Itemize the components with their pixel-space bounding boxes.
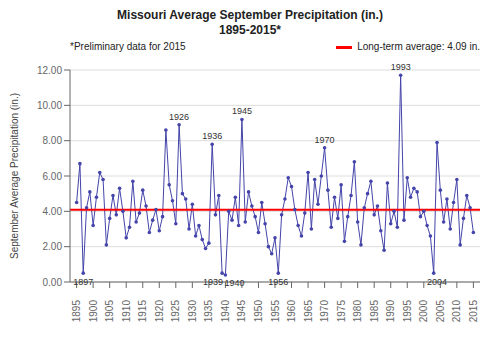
html-text:*Preliminary data for 2015: *Preliminary data for 2015 [70, 41, 186, 52]
svg-text:2010: 2010 [451, 300, 462, 323]
svg-text:1940: 1940 [224, 278, 244, 288]
svg-text:September Average Precipitatio: September Average Precipitation (in.) [9, 93, 20, 259]
svg-text:2000: 2000 [418, 300, 429, 323]
html-text:Missouri Average September Pre: Missouri Average September Precipitation… [117, 8, 383, 22]
svg-text:1905: 1905 [104, 300, 115, 323]
html-text:1895-2015*: 1895-2015* [219, 23, 281, 37]
svg-text:1897: 1897 [73, 277, 93, 287]
svg-text:1930: 1930 [187, 300, 198, 323]
svg-text:1915: 1915 [137, 300, 148, 323]
svg-text:1926: 1926 [169, 112, 189, 122]
svg-text:1900: 1900 [88, 300, 99, 323]
svg-text:1975: 1975 [336, 300, 347, 323]
svg-text:1910: 1910 [121, 300, 132, 323]
svg-text:8.00: 8.00 [43, 135, 63, 146]
svg-text:1993: 1993 [391, 62, 411, 72]
svg-text:0.00: 0.00 [43, 277, 63, 288]
svg-text:1970: 1970 [319, 300, 330, 323]
svg-text:1985: 1985 [369, 300, 380, 323]
svg-text:12.00: 12.00 [37, 65, 62, 76]
svg-text:2015: 2015 [468, 300, 479, 323]
svg-text:1965: 1965 [303, 300, 314, 323]
svg-text:6.00: 6.00 [43, 171, 63, 182]
svg-text:10.00: 10.00 [37, 100, 62, 111]
svg-text:1980: 1980 [352, 300, 363, 323]
svg-text:4.00: 4.00 [43, 206, 63, 217]
svg-text:1945: 1945 [236, 300, 247, 323]
svg-text:2.00: 2.00 [43, 241, 63, 252]
svg-text:1936: 1936 [202, 131, 222, 141]
svg-text:1955: 1955 [270, 300, 281, 323]
svg-text:2004: 2004 [427, 277, 447, 287]
svg-text:1895: 1895 [71, 300, 82, 323]
svg-text:1940: 1940 [220, 300, 231, 323]
svg-text:1950: 1950 [253, 300, 264, 323]
svg-text:1960: 1960 [286, 300, 297, 323]
svg-text:1970: 1970 [315, 135, 335, 145]
svg-text:1935: 1935 [203, 300, 214, 323]
svg-text:1995: 1995 [402, 300, 413, 323]
svg-text:1990: 1990 [385, 300, 396, 323]
svg-text:1945: 1945 [232, 106, 252, 116]
html-text:Long-term average: 4.09 in.: Long-term average: 4.09 in. [357, 41, 480, 52]
svg-text:1925: 1925 [170, 300, 181, 323]
svg-text:2005: 2005 [435, 300, 446, 323]
svg-text:1956: 1956 [268, 277, 288, 287]
svg-text:1920: 1920 [154, 300, 165, 323]
svg-text:1939: 1939 [203, 277, 223, 287]
